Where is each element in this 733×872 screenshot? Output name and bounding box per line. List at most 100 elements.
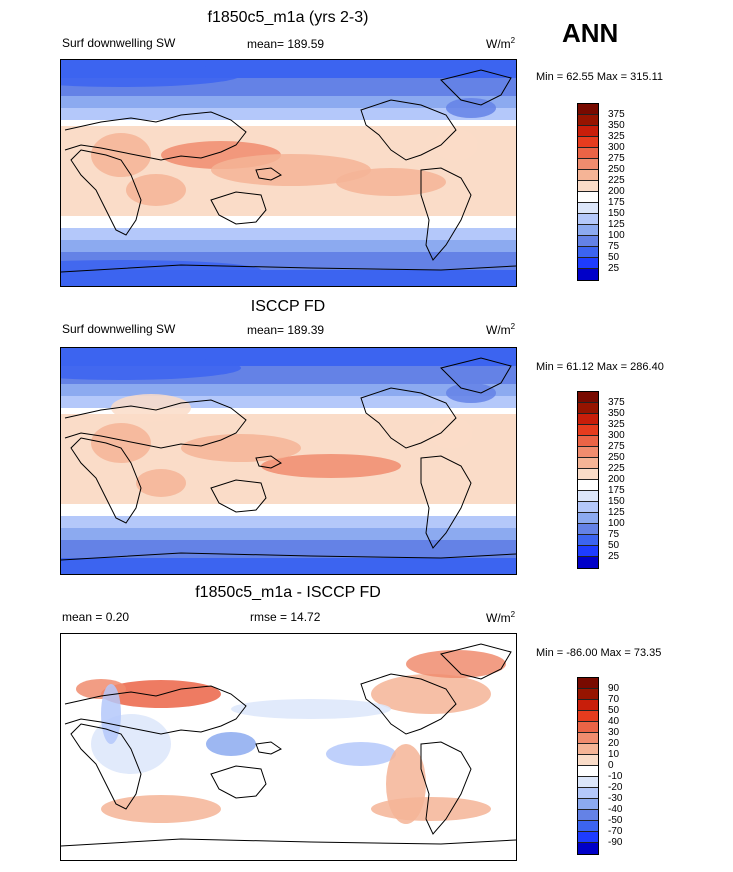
- colorbar-tick-label: 175: [608, 485, 625, 496]
- panel-1-variable-label: Surf downwelling SW: [62, 36, 176, 50]
- colorbar-tick-label: 150: [608, 208, 625, 219]
- colorbar-tick-label: 20: [608, 738, 620, 749]
- coastline: [420, 167, 472, 261]
- field-band: [61, 634, 516, 640]
- field-band: [61, 246, 516, 252]
- colorbar-segment: [578, 678, 598, 689]
- season-label: ANN: [562, 18, 619, 48]
- colorbar-tick-label: 90: [608, 683, 620, 694]
- panel-3-map-canvas: [61, 634, 516, 860]
- field-band: [61, 126, 516, 132]
- coastline: [70, 437, 142, 524]
- coastline: [440, 643, 512, 680]
- panel-3-colorbar: [577, 677, 599, 855]
- panel-3-units-label: W/m2: [486, 610, 516, 625]
- colorbar-tick-label: 375: [608, 397, 625, 408]
- coastline: [255, 455, 282, 469]
- colorbar-segment: [578, 491, 598, 502]
- field-band: [61, 850, 516, 856]
- colorbar-segment: [578, 214, 598, 225]
- field-band: [61, 90, 516, 96]
- field-band: [61, 360, 516, 366]
- field-band: [61, 204, 516, 210]
- colorbar-tick-label: 275: [608, 153, 625, 164]
- field-band: [61, 670, 516, 676]
- colorbar-segment: [578, 115, 598, 126]
- colorbar-tick-label: 0: [608, 760, 614, 771]
- field-band: [61, 790, 516, 796]
- field-band: [61, 270, 516, 276]
- colorbar-tick-label: 225: [608, 175, 625, 186]
- field-band: [61, 516, 516, 522]
- colorbar-tick-label: 50: [608, 705, 620, 716]
- field-band: [61, 754, 516, 760]
- colorbar-segment: [578, 436, 598, 447]
- colorbar-segment: [578, 810, 598, 821]
- field-band: [61, 664, 516, 670]
- field-feature: [136, 469, 186, 497]
- coastline: [64, 111, 247, 161]
- colorbar-segment: [578, 203, 598, 214]
- coastline: [360, 99, 457, 161]
- field-band: [61, 114, 516, 120]
- colorbar-tick-label: 250: [608, 164, 625, 175]
- colorbar-tick-label: -70: [608, 826, 623, 837]
- field-band: [61, 486, 516, 492]
- panel-2-minmax: Min = 61.12 Max = 286.40: [536, 361, 664, 373]
- field-band: [61, 652, 516, 658]
- field-band: [61, 384, 516, 390]
- field-band: [61, 510, 516, 516]
- field-feature: [326, 742, 396, 766]
- field-band: [61, 646, 516, 652]
- field-band: [61, 796, 516, 802]
- field-feature: [261, 454, 401, 478]
- colorbar-tick-label: 200: [608, 474, 625, 485]
- colorbar-tick-label: 25: [608, 263, 620, 274]
- field-band: [61, 480, 516, 486]
- field-band: [61, 760, 516, 766]
- panel-2-mean-label: mean= 189.39: [247, 323, 325, 337]
- colorbar-segment: [578, 170, 598, 181]
- colorbar-segment: [578, 744, 598, 755]
- field-band: [61, 96, 516, 102]
- coastline: [70, 149, 142, 236]
- field-feature: [434, 129, 478, 161]
- coastline: [440, 69, 512, 106]
- field-band: [61, 210, 516, 216]
- colorbar-segment: [578, 788, 598, 799]
- colorbar-tick-label: -10: [608, 771, 623, 782]
- panel-3-map: [60, 633, 517, 861]
- panel-3-mean-label: mean = 0.20: [62, 610, 130, 624]
- panel-1-map-canvas: [61, 60, 516, 286]
- colorbar-tick-label: 75: [608, 529, 620, 540]
- field-band: [61, 682, 516, 688]
- colorbar-tick-label: 30: [608, 727, 620, 738]
- field-feature: [211, 154, 371, 186]
- coastline: [61, 552, 516, 561]
- colorbar-segment: [578, 799, 598, 810]
- colorbar-segment: [578, 700, 598, 711]
- colorbar-tick-label: -40: [608, 804, 623, 815]
- colorbar-segment: [578, 502, 598, 513]
- colorbar-tick-label: -30: [608, 793, 623, 804]
- panel-2-title: ISCCP FD: [250, 298, 326, 315]
- field-band: [61, 420, 516, 426]
- panel-2-map: [60, 347, 517, 575]
- field-feature: [61, 63, 241, 87]
- colorbar-segment: [578, 755, 598, 766]
- colorbar-tick-label: 100: [608, 230, 625, 241]
- field-band: [61, 72, 516, 78]
- coastline: [360, 387, 457, 449]
- coastline: [210, 191, 267, 225]
- field-feature: [126, 174, 186, 206]
- colorbar-tick-label: 125: [608, 219, 625, 230]
- field-feature: [406, 650, 506, 678]
- colorbar-tick-label: 350: [608, 120, 625, 131]
- colorbar-tick-label: 325: [608, 419, 625, 430]
- field-band: [61, 138, 516, 144]
- colorbar-tick-label: 100: [608, 518, 625, 529]
- colorbar-segment: [578, 148, 598, 159]
- colorbar-segment: [578, 513, 598, 524]
- field-feature: [101, 680, 221, 708]
- field-band: [61, 132, 516, 138]
